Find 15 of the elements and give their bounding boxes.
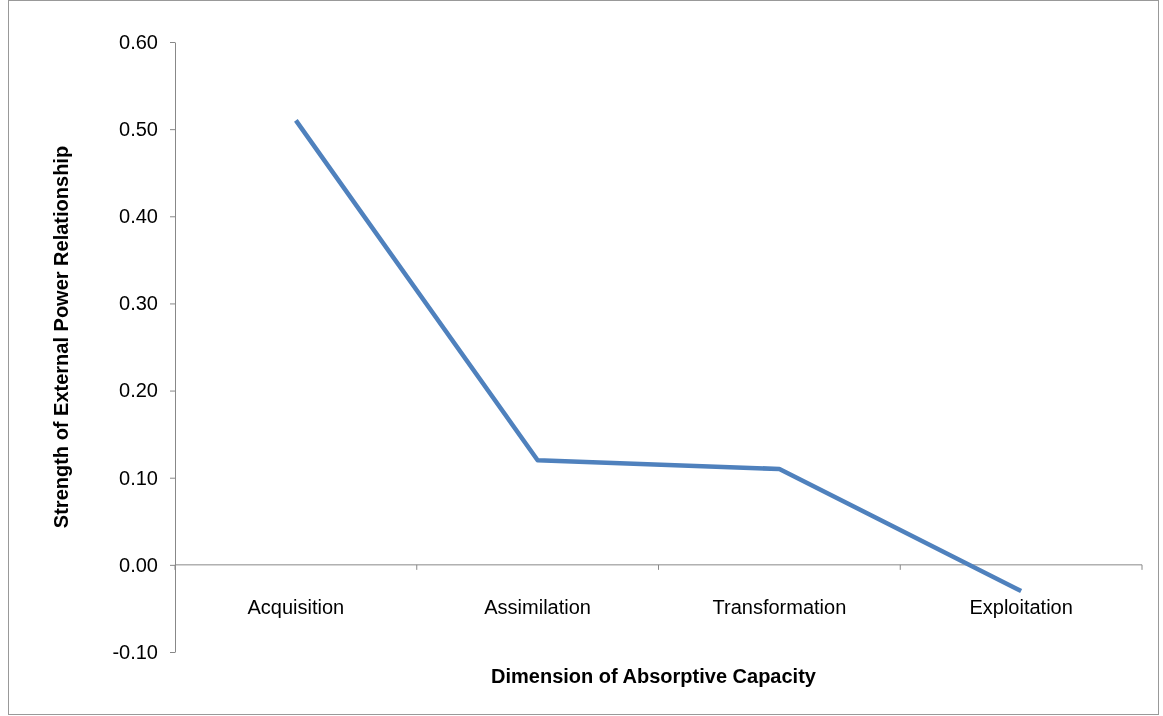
y-tick-label: -0.10 — [112, 640, 158, 663]
y-tick-label: 0.00 — [119, 553, 158, 576]
line-series — [293, 118, 1024, 594]
x-tick-label: Transformation — [712, 595, 847, 618]
y-tick-label: 0.40 — [119, 205, 158, 228]
y-tick-label: 0.20 — [119, 379, 158, 402]
y-axis-title: Strength of External Power Relationship — [50, 145, 72, 529]
y-tick-label: 0.30 — [119, 292, 158, 315]
y-tick-label: 0.10 — [119, 466, 158, 489]
x-tick-label: Acquisition — [247, 595, 345, 618]
x-axis-title: Dimension of Absorptive Capacity — [491, 665, 817, 687]
x-tick-label: Assimilation — [484, 595, 591, 618]
y-tick-label: 0.50 — [119, 118, 158, 141]
y-tick-label: 0.60 — [119, 30, 158, 53]
x-tick-label: Exploitation — [969, 595, 1073, 618]
